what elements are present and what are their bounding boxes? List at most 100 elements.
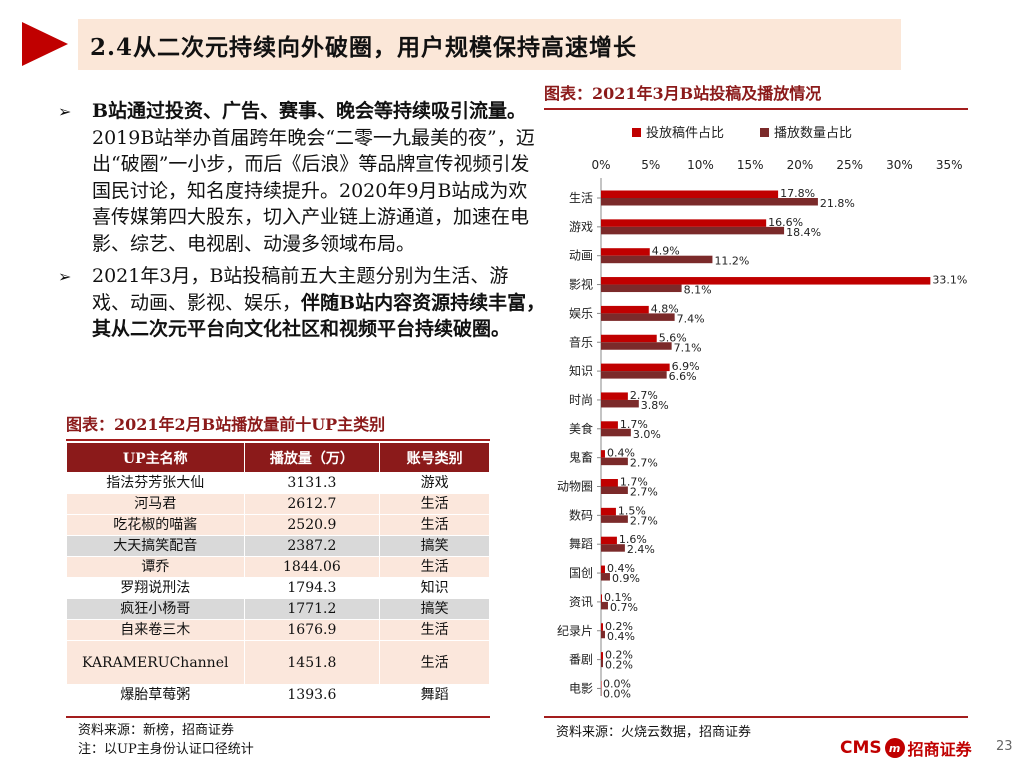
data-label-plays: 2.4% [627, 543, 655, 556]
bar-submissions [601, 594, 602, 602]
cell-name: 罗翔说刑法 [66, 577, 245, 599]
bullet-item: ➢ 2021年3月，B站投稿前五大主题分别为生活、游戏、动画、影视、娱乐，伴随B… [58, 263, 546, 343]
bar-plays [601, 457, 628, 466]
data-label-submissions: 16.6% [768, 216, 803, 229]
data-label-submissions: 1.7% [620, 476, 648, 489]
title-bar: 2.4从二次元持续向外破圈，用户规模保持高速增长 [78, 19, 901, 70]
bar-plays [601, 342, 672, 350]
bar-submissions [601, 507, 616, 516]
table-row: KARAMERUChannel 1451.8 生活 [66, 640, 490, 685]
data-label-plays: 0.4% [607, 630, 635, 643]
table-notes: 资料来源：新榜，招商证券 注：以UP主身份认证口径统计 [66, 716, 490, 759]
bar-submissions [601, 334, 657, 343]
cell-category: 搞笑 [379, 598, 490, 620]
x-tick-label: 0% [591, 158, 610, 172]
data-label-submissions: 1.6% [619, 533, 647, 546]
bar-plays [601, 515, 628, 523]
data-label-submissions: 0.2% [605, 649, 633, 662]
bar-plays [601, 399, 639, 408]
legend-swatch [632, 128, 641, 137]
data-label-submissions: 4.9% [652, 245, 680, 258]
data-label-submissions: 0.4% [607, 562, 635, 575]
bar-plays [601, 544, 625, 552]
column-header: 播放量（万） [243, 442, 381, 473]
category-label: 资讯 [569, 595, 593, 609]
bar-submissions [601, 652, 603, 660]
arrow-bullet-icon: ➢ [58, 102, 72, 121]
bar-plays [601, 255, 713, 264]
cell-category: 搞笑 [379, 535, 490, 557]
bar-plays [601, 601, 608, 610]
up-ranking-table: UP主名称 播放量（万） 账号类别 指法芬芳张大仙 3131.3 游戏 河马君 261… [66, 442, 490, 706]
table-row: 爆胎草莓粥 1393.6 舞蹈 [66, 684, 490, 706]
cell-plays: 1451.8 [243, 640, 381, 685]
data-label-plays: 0.0% [603, 687, 631, 700]
bar-plays [601, 371, 667, 379]
data-label-plays: 18.4% [786, 226, 821, 239]
data-label-plays: 0.2% [605, 659, 633, 672]
cell-name: 河马君 [66, 493, 245, 515]
data-label-submissions: 1.7% [620, 418, 648, 431]
bullet-bold-text: 伴随B站内容资源持续丰富，其从二次元平台向文化社区和视频平台持续破圈。 [92, 291, 546, 341]
bar-plays [601, 688, 602, 696]
cell-plays: 1771.2 [243, 598, 381, 620]
category-label: 娱乐 [569, 306, 593, 320]
x-tick-label: 25% [836, 158, 863, 172]
data-label-plays: 0.9% [612, 572, 640, 585]
category-label: 国创 [569, 566, 593, 580]
cell-name: 指法芬芳张大仙 [66, 472, 245, 494]
bar-submissions [601, 565, 605, 574]
data-label-submissions: 2.7% [630, 389, 658, 402]
logo-cms-text: CMS [840, 738, 882, 758]
category-label: 动物圈 [557, 480, 593, 494]
page-number: 23 [996, 739, 1013, 754]
category-label: 鬼畜 [569, 450, 593, 465]
bar-submissions [601, 305, 649, 314]
table-row: 大天搞笑配音 2387.2 搞笑 [66, 535, 490, 557]
cell-plays: 1794.3 [243, 577, 381, 599]
bar-submissions [601, 277, 931, 285]
bar-plays [601, 486, 628, 494]
bar-plays [601, 313, 675, 321]
cell-category: 生活 [379, 556, 490, 578]
arrow-bullet-icon: ➢ [58, 267, 72, 286]
table-row: 自来卷三木 1676.9 生活 [66, 619, 490, 641]
category-label: 动画 [569, 249, 593, 263]
data-label-submissions: 17.8% [780, 187, 815, 200]
bullet-text: B站通过投资、广告、赛事、晚会等持续吸引流量。 2019B站举办首届跨年晚会“二零… [92, 98, 546, 257]
data-label-plays: 21.8% [820, 197, 855, 210]
cell-plays: 1676.9 [243, 619, 381, 641]
bar-submissions [601, 536, 617, 545]
x-tick-label: 15% [737, 158, 764, 172]
data-label-submissions: 0.1% [604, 591, 632, 604]
data-label-submissions: 4.8% [651, 302, 679, 315]
bar-submissions [601, 421, 618, 429]
bar-submissions [601, 479, 618, 487]
table-note: 注：以UP主身份认证口径统计 [78, 742, 254, 757]
table-row: 罗翔说刑法 1794.3 知识 [66, 577, 490, 599]
bar-submissions [601, 680, 602, 689]
category-label: 游戏 [569, 220, 593, 234]
cell-plays: 1844.06 [243, 556, 381, 578]
cell-name: 疯狂小杨哥 [66, 598, 245, 620]
data-label-submissions: 1.5% [618, 504, 646, 517]
bar-submissions [601, 392, 628, 400]
cell-category: 游戏 [379, 472, 490, 494]
chart-title: 图表：2021年3月B站投稿及播放情况 [544, 80, 968, 110]
table-row: 指法芬芳张大仙 3131.3 游戏 [66, 472, 490, 494]
category-label: 生活 [569, 191, 593, 205]
title-arrow-icon [22, 22, 68, 66]
bar-submissions [601, 190, 779, 198]
bar-submissions [601, 450, 605, 458]
logo-mark-icon: m [884, 738, 905, 758]
bar-chart: 投放稿件占比 播放数量占比 0% 5% 10% 15% 20% 25% 30% 35% 生活 17.8… [557, 125, 967, 700]
x-tick-label: 30% [886, 158, 913, 172]
bar-submissions [601, 623, 603, 631]
table-source: 资料来源：新榜，招商证券 [78, 723, 235, 738]
table-header-row: UP主名称 播放量（万） 账号类别 [66, 442, 490, 473]
cell-category: 生活 [379, 514, 490, 536]
x-tick-label: 35% [936, 158, 963, 172]
table-row: 河马君 2612.7 生活 [66, 493, 490, 515]
bar-plays [601, 284, 682, 293]
category-label: 纪录片 [557, 624, 593, 638]
